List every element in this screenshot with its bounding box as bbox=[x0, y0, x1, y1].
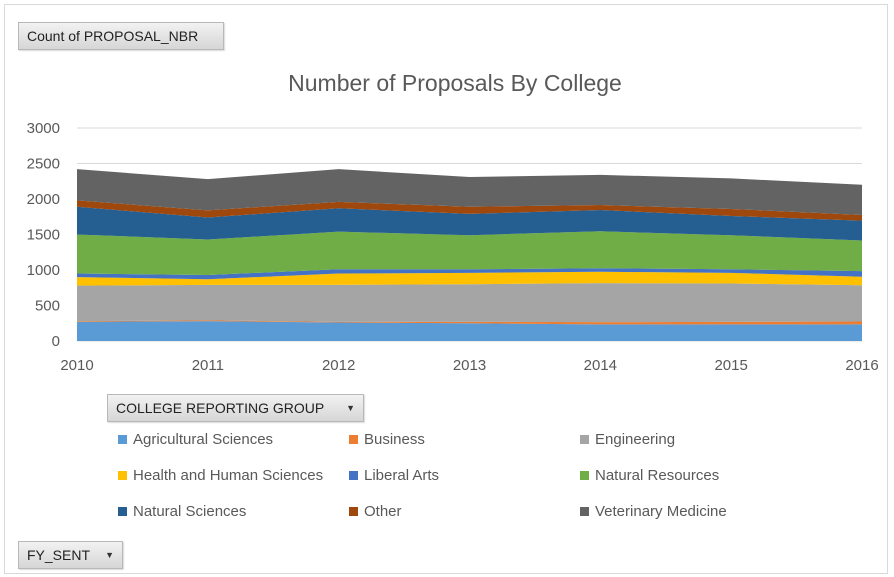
legend-item[interactable]: Agricultural Sciences bbox=[118, 431, 273, 448]
area-natural-sciences[interactable] bbox=[77, 206, 862, 241]
legend-label: Health and Human Sciences bbox=[133, 467, 324, 484]
legend-label: Liberal Arts bbox=[364, 467, 440, 484]
area-health-and-human-sciences[interactable] bbox=[77, 271, 862, 286]
legend-item[interactable]: Natural Resources bbox=[580, 467, 719, 484]
area-veterinary-medicine[interactable] bbox=[77, 169, 862, 215]
legend-item[interactable]: Liberal Arts bbox=[349, 467, 439, 484]
axis-field-button[interactable]: FY_SENT ▼ bbox=[18, 541, 123, 569]
triangle-down-icon: ▼ bbox=[105, 550, 114, 560]
legend-swatch bbox=[580, 471, 589, 480]
x-tick-label: 2012 bbox=[322, 357, 355, 374]
x-tick-label: 2016 bbox=[845, 357, 878, 374]
x-tick-label: 2013 bbox=[453, 357, 486, 374]
area-liberal-arts[interactable] bbox=[77, 268, 862, 280]
y-tick-label: 1000 bbox=[27, 262, 60, 279]
y-tick-label: 0 bbox=[52, 333, 60, 350]
x-axis: 2010 2011 2012 2013 2014 2015 2016 bbox=[60, 357, 878, 374]
legend-item[interactable]: Engineering bbox=[580, 431, 675, 448]
legend-label: Other bbox=[364, 503, 402, 520]
legend-swatch bbox=[580, 507, 589, 516]
legend-swatch bbox=[349, 471, 358, 480]
legend-item[interactable]: Natural Sciences bbox=[118, 503, 246, 520]
legend-swatch bbox=[349, 435, 358, 444]
legend-item[interactable]: Health and Human Sciences bbox=[118, 467, 323, 484]
legend-swatch bbox=[118, 435, 127, 444]
legend-item[interactable]: Veterinary Medicine bbox=[580, 503, 727, 520]
area-agricultural-sciences[interactable] bbox=[77, 321, 862, 341]
y-tick-label: 500 bbox=[35, 298, 60, 315]
value-field-label: Count of PROPOSAL_NBR bbox=[27, 28, 199, 44]
legend-label: Natural Resources bbox=[595, 467, 720, 484]
legend-label: Agricultural Sciences bbox=[133, 431, 274, 448]
legend-swatch bbox=[580, 435, 589, 444]
legend-swatch bbox=[118, 507, 127, 516]
legend-field-button[interactable]: COLLEGE REPORTING GROUP ▼ bbox=[107, 394, 364, 422]
x-tick-label: 2014 bbox=[584, 357, 617, 374]
legend-swatch bbox=[349, 507, 358, 516]
area-business[interactable] bbox=[77, 320, 862, 325]
area-natural-resources[interactable] bbox=[77, 231, 862, 275]
legend-label: Engineering bbox=[595, 431, 676, 448]
value-field-button[interactable]: Count of PROPOSAL_NBR bbox=[18, 22, 224, 50]
legend-label: Natural Sciences bbox=[133, 503, 247, 520]
legend-swatch bbox=[118, 471, 127, 480]
legend-field-label: COLLEGE REPORTING GROUP bbox=[116, 400, 325, 416]
x-tick-label: 2011 bbox=[192, 357, 224, 374]
area-series bbox=[77, 169, 862, 341]
legend-item[interactable]: Other bbox=[349, 503, 402, 520]
y-axis: 0 500 1000 1500 2000 2500 3000 bbox=[27, 120, 60, 350]
y-tick-label: 2000 bbox=[27, 191, 60, 208]
legend-label: Veterinary Medicine bbox=[595, 503, 727, 520]
legend-label: Business bbox=[364, 431, 425, 448]
x-tick-label: 2010 bbox=[60, 357, 93, 374]
legend-item[interactable]: Business bbox=[349, 431, 425, 448]
y-tick-label: 2500 bbox=[27, 156, 60, 173]
chart-title: Number of Proposals By College bbox=[288, 70, 622, 96]
x-tick-label: 2015 bbox=[714, 357, 747, 374]
y-tick-label: 3000 bbox=[27, 120, 60, 137]
axis-field-label: FY_SENT bbox=[27, 547, 91, 563]
y-tick-label: 1500 bbox=[27, 227, 60, 244]
triangle-down-icon: ▼ bbox=[346, 403, 355, 413]
chart-area-frame bbox=[4, 4, 888, 574]
area-engineering[interactable] bbox=[77, 283, 862, 323]
area-other[interactable] bbox=[77, 200, 862, 221]
